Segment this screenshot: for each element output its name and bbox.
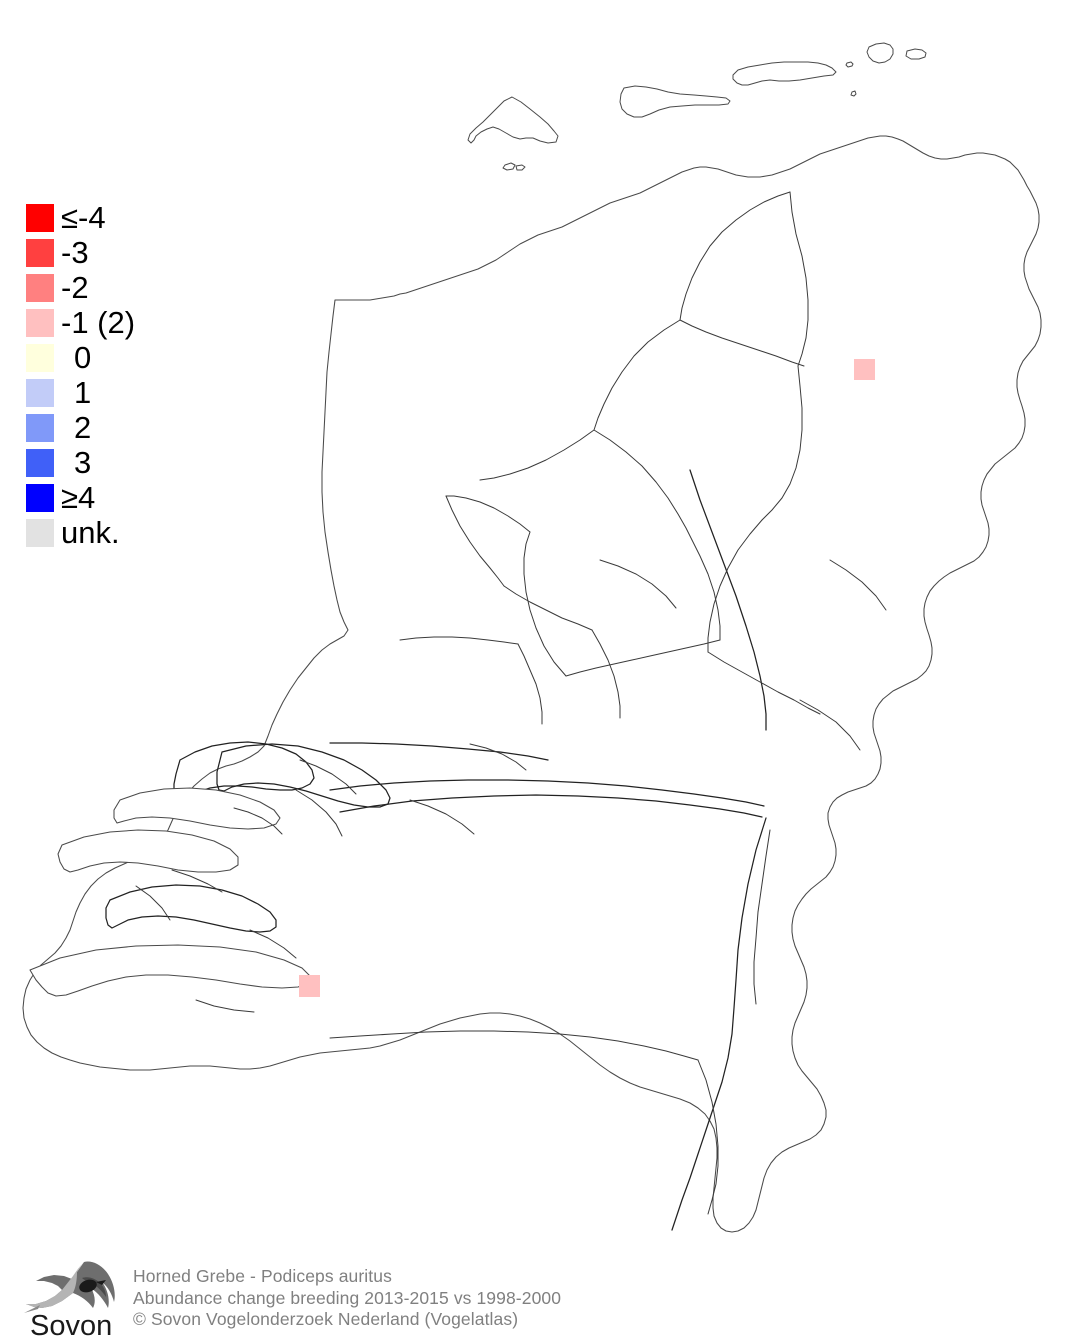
island-small-nh	[515, 164, 526, 171]
sovon-wordmark: Sovon	[30, 1310, 112, 1340]
border-overijssel-gelderland	[707, 519, 763, 653]
border-groningen-friesland	[679, 191, 791, 321]
westerschelde	[105, 884, 277, 933]
island-terschelling	[732, 61, 837, 86]
island-zeeuws-vlaanderen	[30, 945, 310, 996]
legend-swatch	[26, 308, 54, 337]
island-small-north	[850, 90, 857, 97]
island-schouwen	[114, 788, 280, 829]
legend-label: 2	[74, 410, 92, 445]
legend-label: unk.	[61, 515, 120, 550]
legend-row: -3	[26, 235, 206, 270]
border-nh-utrecht	[503, 585, 593, 631]
legend-swatch	[26, 518, 54, 547]
island-vlieland	[619, 85, 731, 118]
legend-label: 3	[74, 445, 92, 480]
border-friesland-flevoland	[593, 319, 681, 431]
legend-row: unk.	[26, 515, 206, 550]
detail-achterhoek	[799, 699, 861, 751]
legend-row: ≤-4	[26, 200, 206, 235]
border-friesland-drenthe-top	[679, 319, 805, 367]
sovon-logo: Sovon	[22, 1256, 132, 1340]
island-texel	[467, 96, 559, 144]
abundance-change-legend: ≤-4 -3 -2 -1 (2) 0 1 2 3 ≥4 unk.	[26, 200, 206, 550]
detail-twente	[829, 559, 887, 611]
border-gelderland-east	[707, 651, 821, 715]
island-ameland-small	[845, 61, 854, 68]
border-groningen-drenthe	[789, 191, 809, 367]
legend-row: 3	[26, 445, 206, 480]
legend-row: 2	[26, 410, 206, 445]
border-nh-zh	[399, 636, 519, 645]
legend-row: 0	[26, 340, 206, 375]
legend-row: 1	[26, 375, 206, 410]
legend-row: ≥4	[26, 480, 206, 515]
detail-biesbosch	[409, 799, 475, 835]
netherlands-map	[0, 42, 1074, 1250]
zeeland-detail-6	[135, 885, 171, 921]
detail-veluwe	[599, 559, 677, 609]
border-nh-ijsselmeer	[445, 495, 505, 587]
border-drenthe-overijssel	[761, 365, 803, 521]
legend-swatch	[26, 203, 54, 232]
island-schiermonnikoog	[866, 42, 894, 64]
zeeland-detail-4	[295, 789, 343, 837]
border-utrecht-zh	[517, 643, 543, 725]
border-flevoland-sw	[565, 639, 721, 677]
square-drenthe	[854, 359, 875, 380]
caption-metric: Abundance change breeding 2013-2015 vs 1…	[133, 1287, 562, 1308]
detail-rotterdam	[299, 759, 357, 795]
footer: Sovon Horned Grebe - Podiceps auritus Ab…	[0, 1252, 1074, 1340]
zeeland-detail-5	[195, 999, 255, 1013]
zeeland-detail-3	[249, 929, 297, 959]
legend-swatch	[26, 413, 54, 442]
island-rottumeroog	[905, 48, 927, 60]
wadden-islands	[467, 42, 927, 171]
legend-label: -1 (2)	[61, 305, 136, 340]
river-maas-limburg	[671, 817, 767, 1231]
province-borders	[329, 191, 821, 1215]
border-flevoland-east	[691, 539, 721, 641]
border-friesland-ijsselmeer	[479, 429, 595, 481]
border-noordoostpolder	[593, 429, 693, 541]
legend-swatch	[26, 273, 54, 302]
border-utrecht-gelderland	[591, 629, 621, 719]
legend-label: ≥4	[61, 480, 96, 515]
zeeland-delta	[30, 741, 391, 1013]
river-rijn-waal	[329, 779, 765, 807]
border-brabant-limburg	[753, 829, 771, 1005]
caption-block: Horned Grebe - Podiceps auritus Abundanc…	[133, 1266, 561, 1331]
island-noordzee-dot	[502, 162, 516, 171]
island-walcheren	[58, 830, 238, 872]
caption-copyright: © Sovon Vogelonderzoek Nederland (Vogela…	[133, 1309, 519, 1329]
legend-label: -3	[61, 235, 89, 270]
legend-swatch	[26, 378, 54, 407]
border-brabant-zuid	[329, 1030, 699, 1061]
map-canvas	[0, 42, 1074, 1250]
map-inner-detail	[299, 559, 887, 835]
legend-label: 0	[74, 340, 92, 375]
legend-label: -2	[61, 270, 89, 305]
caption-species: Horned Grebe - Podiceps auritus	[133, 1266, 392, 1286]
legend-swatch	[26, 343, 54, 372]
legend-swatch	[26, 238, 54, 267]
border-limburg-peninsula-w	[697, 1059, 719, 1215]
noordzeekanaal	[329, 742, 549, 761]
river-ijssel	[689, 469, 767, 731]
haringvliet	[216, 743, 391, 808]
zeeland-detail-2	[171, 869, 223, 893]
legend-row: -1 (2)	[26, 305, 206, 340]
square-zeeland	[299, 975, 320, 997]
legend-row: -2	[26, 270, 206, 305]
zeeland-detail-1	[233, 807, 283, 835]
detail-amsterdam	[469, 743, 527, 771]
legend-label: 1	[74, 375, 92, 410]
border-ijsselmeer-dijk	[445, 495, 531, 533]
legend-label: ≤-4	[61, 200, 106, 235]
legend-swatch	[26, 448, 54, 477]
sovon-swallow-icon: Sovon	[24, 1261, 115, 1340]
legend-swatch	[26, 483, 54, 512]
